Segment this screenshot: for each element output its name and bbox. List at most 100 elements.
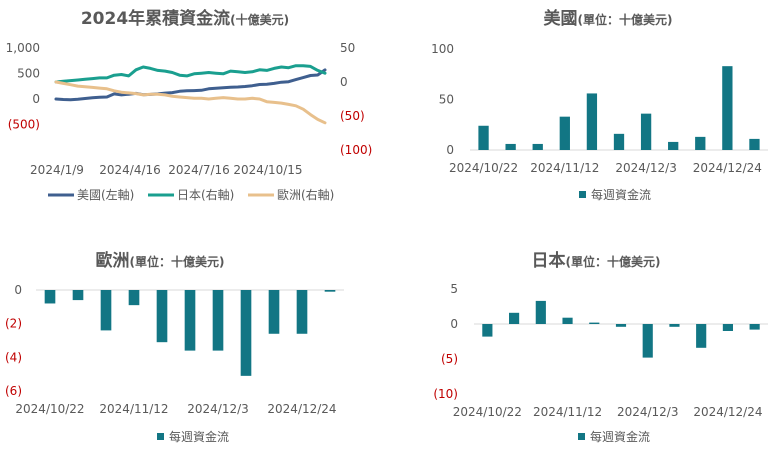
bar-9 — [722, 66, 733, 150]
bar-0 — [44, 290, 56, 304]
y-tick-label-1: (2) — [5, 317, 22, 331]
us-bars: 100 50 0 2024/10/22 2024/11/12 2024/12/3 2024/… — [431, 42, 768, 202]
bar-4 — [156, 290, 168, 343]
y-tick-label-2: (4) — [5, 350, 22, 364]
bar-7 — [668, 141, 679, 150]
us-title: 美國 — [544, 8, 578, 29]
bar-1 — [509, 312, 520, 324]
series-line-japan — [54, 64, 327, 84]
legend-swatch — [157, 433, 164, 440]
bar-0 — [478, 125, 489, 150]
bar-6 — [212, 290, 224, 351]
us-subtitle: (單位：十億美元) — [578, 12, 673, 27]
bar-7 — [240, 290, 252, 376]
y-tick-label-3: (6) — [5, 384, 22, 398]
x-tick-label-3: 2024/12/24 — [693, 161, 762, 175]
bar-3 — [128, 290, 140, 306]
bar-4 — [586, 93, 598, 150]
legend-label: 每週資金流 — [169, 429, 229, 444]
x-tick-label-1: 2024/11/12 — [99, 402, 168, 416]
bar-3 — [559, 116, 570, 150]
bar-10 — [324, 290, 336, 292]
bar-2 — [532, 143, 543, 150]
legend-label-us: 美國(左軸) — [77, 187, 134, 202]
left-tick-label-1: 500 — [17, 67, 40, 81]
svg-text:2024年累積資金流(十億美元): 2024年累積資金流(十億美元) — [81, 8, 289, 29]
y-tick-label-0: 0 — [14, 283, 22, 297]
x-tick-label-0: 2024/10/22 — [449, 161, 518, 175]
x-tick-label-2: 2024/12/3 — [187, 402, 249, 416]
bar-5 — [615, 324, 627, 327]
x-tick-label-1: 2024/11/12 — [533, 405, 602, 419]
x-tick-label-3: 2024/12/24 — [693, 405, 762, 419]
japan-title: 日本 — [532, 250, 566, 271]
japan-flow-chart: 日本(單位：十億美元) 5 0 (5) (10) 2024/10/22 2024/11/1… — [433, 250, 768, 444]
legend-swatch — [579, 191, 586, 198]
legend-label: 每週資金流 — [591, 187, 651, 202]
x-tick-label-0: 2024/10/22 — [15, 402, 84, 416]
left-tick-label-2: 0 — [32, 92, 40, 106]
bar-8 — [695, 136, 706, 150]
bar-9 — [296, 290, 308, 334]
y-tick-label-1: 50 — [439, 93, 454, 107]
cumulative-lines — [54, 64, 327, 125]
bar-9 — [722, 324, 733, 331]
europe-bars: 0 (2) (4) (6) 2024/10/22 2024/11/12 2024/12/3 2… — [5, 283, 344, 444]
bar-0 — [482, 324, 493, 337]
x-tick-label-3: 2024/12/24 — [267, 402, 336, 416]
x-tick-label-0: 2024/1/9 — [30, 163, 84, 177]
x-tick-label-3: 2024/10/15 — [233, 163, 302, 177]
x-tick-label-1: 2024/11/12 — [530, 161, 599, 175]
right-tick-label-2: (50) — [340, 109, 365, 123]
bar-6 — [642, 324, 653, 358]
bar-1 — [505, 143, 516, 150]
svg-text:美國(單位：十億美元): 美國(單位：十億美元) — [544, 8, 673, 29]
legend-label: 每週資金流 — [590, 429, 650, 444]
europe-title: 歐洲 — [96, 250, 130, 271]
y-tick-label-2: (5) — [441, 352, 458, 366]
cumulative-legend: 美國(左軸) 日本(右軸) 歐洲(右軸) — [48, 187, 334, 202]
bar-1 — [72, 290, 84, 301]
bar-8 — [696, 324, 707, 348]
x-tick-label-1: 2024/4/16 — [99, 163, 161, 177]
series-line-us — [54, 68, 327, 102]
cumulative-x-axis: 2024/1/9 2024/4/16 2024/7/16 2024/10/15 — [30, 163, 303, 177]
y-tick-label-1: 0 — [450, 317, 458, 331]
right-tick-label-0: 50 — [340, 41, 355, 55]
x-tick-label-2: 2024/12/3 — [615, 161, 677, 175]
legend-swatch — [578, 433, 585, 440]
legend-label-europe: 歐洲(右軸) — [277, 187, 334, 202]
x-tick-label-2: 2024/12/3 — [617, 405, 679, 419]
bar-4 — [589, 322, 600, 324]
cumulative-title: 2024年累積資金流 — [81, 8, 230, 29]
bar-3 — [562, 317, 573, 324]
bar-10 — [749, 324, 760, 330]
us-flow-chart: 美國(單位：十億美元) 100 50 0 2024/10/22 2024/11/12 20… — [431, 8, 768, 202]
series-line-europe — [54, 80, 327, 125]
bar-5 — [184, 290, 196, 351]
right-tick-label-3: (100) — [340, 143, 372, 157]
japan-bars: 5 0 (5) (10) 2024/10/22 2024/11/12 2024/12/3 20… — [433, 282, 768, 444]
europe-subtitle: (單位：十億美元) — [130, 254, 225, 269]
cumulative-left-axis: 1,000 500 0 (500) — [6, 41, 40, 132]
svg-text:日本(單位：十億美元): 日本(單位：十億美元) — [532, 250, 661, 271]
bar-7 — [669, 324, 680, 327]
bar-2 — [100, 290, 112, 331]
svg-text:歐洲(單位：十億美元): 歐洲(單位：十億美元) — [96, 250, 225, 271]
y-tick-label-3: (10) — [433, 387, 458, 401]
y-tick-label-2: 0 — [446, 143, 454, 157]
right-tick-label-1: 0 — [340, 75, 348, 89]
cumulative-subtitle: (十億美元) — [230, 12, 289, 27]
x-tick-label-2: 2024/7/16 — [168, 163, 230, 177]
x-tick-label-0: 2024/10/22 — [453, 405, 522, 419]
y-tick-label-0: 5 — [450, 282, 458, 296]
left-tick-label-0: 1,000 — [6, 41, 40, 55]
bar-2 — [535, 300, 546, 324]
bar-6 — [640, 113, 652, 150]
japan-subtitle: (單位：十億美元) — [566, 254, 661, 269]
legend-label-japan: 日本(右軸) — [177, 187, 234, 202]
bar-8 — [268, 290, 280, 334]
left-tick-label-3: (500) — [8, 118, 40, 132]
